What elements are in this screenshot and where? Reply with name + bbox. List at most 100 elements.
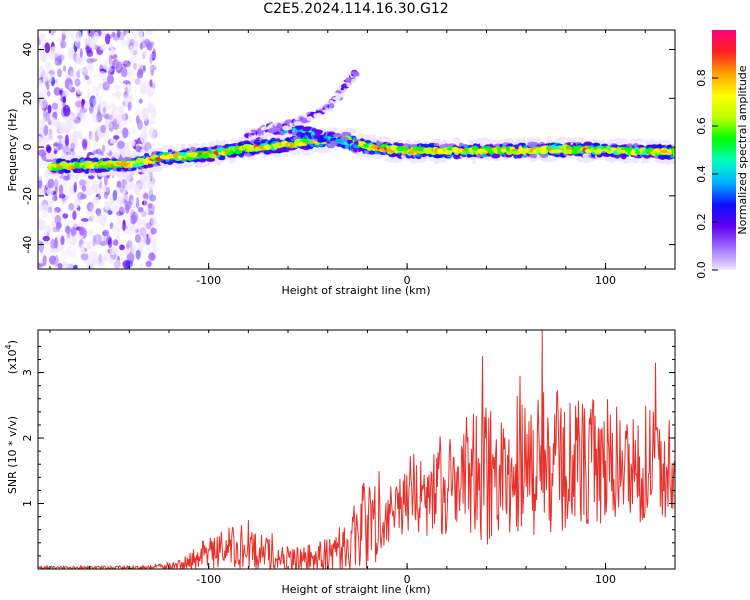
spectral-blob bbox=[371, 145, 379, 150]
noise-blob bbox=[69, 30, 75, 36]
noise-blob bbox=[73, 116, 81, 124]
spectrogram-x-tick-label: 0 bbox=[404, 274, 411, 287]
noise-blob bbox=[118, 206, 125, 216]
spectrogram-y-axis-label: Frequency (Hz) bbox=[6, 109, 19, 192]
noise-blob bbox=[55, 221, 61, 233]
noise-blob bbox=[125, 38, 132, 48]
noise-blob bbox=[90, 208, 95, 220]
spectral-blob bbox=[261, 153, 266, 159]
noise-blob bbox=[147, 231, 152, 239]
noise-blob bbox=[71, 139, 79, 151]
noise-blob bbox=[130, 214, 137, 225]
colorbar-tick-label: 0.2 bbox=[695, 213, 708, 231]
noise-blob bbox=[91, 258, 99, 265]
noise-blob bbox=[116, 180, 122, 189]
spectral-blob bbox=[488, 139, 494, 145]
spectral-blob bbox=[296, 149, 302, 154]
noise-blob bbox=[110, 138, 116, 144]
noise-blob bbox=[62, 30, 68, 33]
noise-blob bbox=[71, 122, 78, 130]
noise-blob bbox=[125, 30, 130, 41]
spectral-blob bbox=[422, 147, 427, 154]
noise-blob bbox=[148, 259, 153, 269]
noise-blob bbox=[90, 186, 98, 194]
noise-blob bbox=[125, 30, 130, 34]
noise-blob bbox=[66, 245, 73, 256]
spectral-blob bbox=[336, 86, 342, 91]
colorbar-label: Normalized spectral amplitude bbox=[736, 65, 749, 234]
noise-blob bbox=[127, 114, 133, 124]
noise-blob bbox=[39, 84, 48, 91]
spectral-blob bbox=[621, 155, 626, 159]
noise-blob bbox=[68, 83, 73, 90]
noise-blob bbox=[143, 192, 149, 201]
spectral-blob bbox=[458, 148, 464, 153]
spectral-blob bbox=[341, 136, 349, 142]
noise-blob bbox=[55, 50, 61, 56]
noise-blob bbox=[126, 252, 135, 264]
noise-blob bbox=[114, 259, 121, 269]
spectral-blob bbox=[178, 152, 186, 157]
noise-blob bbox=[41, 251, 45, 257]
noise-blob bbox=[143, 50, 148, 56]
spectral-blob bbox=[471, 146, 479, 151]
noise-blob bbox=[123, 248, 130, 256]
noise-blob bbox=[72, 210, 77, 221]
spectral-blob bbox=[616, 142, 624, 146]
noise-blob bbox=[120, 38, 127, 47]
noise-blob bbox=[138, 98, 143, 104]
noise-blob bbox=[92, 106, 99, 113]
noise-blob bbox=[115, 61, 123, 74]
spectral-blob bbox=[201, 142, 207, 148]
noise-blob bbox=[112, 189, 118, 201]
noise-blob bbox=[142, 65, 146, 72]
noise-blob bbox=[50, 46, 56, 57]
noise-blob bbox=[39, 185, 47, 197]
noise-blob bbox=[96, 210, 101, 217]
spectral-blob bbox=[262, 127, 269, 131]
noise-blob bbox=[56, 54, 65, 62]
noise-blob bbox=[53, 60, 58, 65]
noise-blob bbox=[65, 90, 69, 97]
noise-blob bbox=[103, 131, 109, 144]
colorbar-tick-label: 0.6 bbox=[695, 117, 708, 135]
noise-blob bbox=[108, 112, 114, 120]
noise-blob bbox=[87, 78, 92, 86]
noise-blob bbox=[142, 110, 149, 122]
noise-blob bbox=[42, 254, 47, 267]
noise-blob bbox=[79, 67, 85, 73]
noise-blob bbox=[116, 196, 124, 206]
noise-blob bbox=[108, 34, 113, 39]
noise-blob bbox=[52, 145, 58, 151]
spectral-blob bbox=[554, 149, 563, 153]
noise-blob bbox=[74, 78, 81, 87]
spectrogram-y-tick-label: 40 bbox=[21, 43, 34, 57]
noise-blob bbox=[78, 226, 85, 236]
spectral-blob bbox=[518, 138, 526, 142]
snr-y-scale-exponent: 4 bbox=[4, 344, 13, 349]
noise-blob bbox=[76, 30, 82, 43]
noise-blob bbox=[86, 263, 95, 269]
noise-blob bbox=[137, 68, 144, 76]
noise-blob bbox=[138, 193, 145, 198]
spectral-blob bbox=[254, 146, 260, 152]
noise-blob bbox=[48, 200, 56, 208]
noise-blob bbox=[132, 140, 136, 146]
spectral-blob bbox=[357, 133, 366, 138]
noise-blob bbox=[89, 204, 94, 210]
noise-blob bbox=[53, 207, 61, 213]
noise-blob bbox=[115, 211, 124, 216]
noise-blob bbox=[120, 127, 128, 134]
noise-blob bbox=[131, 246, 135, 255]
spectral-blob bbox=[597, 139, 606, 144]
spectral-blob bbox=[250, 156, 256, 161]
spectral-blob bbox=[84, 164, 93, 169]
spectral-blob bbox=[464, 151, 472, 155]
noise-blob bbox=[43, 136, 50, 143]
noise-blob bbox=[38, 263, 43, 268]
noise-blob bbox=[40, 212, 49, 218]
noise-blob bbox=[98, 193, 103, 199]
noise-blob bbox=[84, 75, 90, 80]
noise-blob bbox=[93, 140, 97, 153]
noise-blob bbox=[108, 236, 113, 249]
